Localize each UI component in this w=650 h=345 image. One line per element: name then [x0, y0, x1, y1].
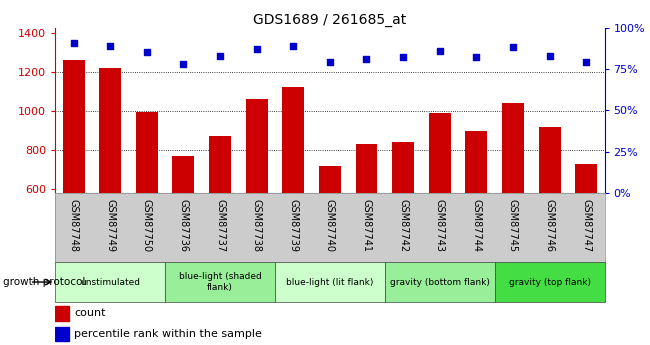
Bar [165, 262, 275, 302]
Point [214, 53, 226, 59]
Text: gravity (bottom flank): gravity (bottom flank) [390, 277, 489, 287]
Point [105, 43, 116, 49]
Point [581, 60, 592, 65]
Text: GSM87743: GSM87743 [435, 199, 445, 252]
Bar [172, 156, 194, 306]
Text: GSM87750: GSM87750 [142, 199, 152, 252]
Point [471, 55, 482, 60]
Point [142, 50, 152, 55]
Text: count: count [75, 308, 106, 318]
Point [545, 53, 555, 59]
Text: GSM87739: GSM87739 [288, 199, 298, 252]
Text: GSM87749: GSM87749 [105, 199, 115, 252]
Bar [385, 262, 495, 302]
Text: gravity (top flank): gravity (top flank) [508, 277, 591, 287]
Text: GSM87736: GSM87736 [178, 199, 188, 252]
Text: unstimulated: unstimulated [80, 277, 140, 287]
Bar [392, 141, 414, 306]
Bar [429, 113, 450, 306]
Text: GSM87740: GSM87740 [325, 199, 335, 252]
Text: GSM87747: GSM87747 [581, 199, 592, 252]
Point [178, 61, 188, 67]
Bar [465, 131, 488, 306]
Bar [246, 99, 268, 306]
Text: GSM87746: GSM87746 [545, 199, 554, 252]
Bar [282, 87, 304, 306]
Point [324, 60, 335, 65]
Point [68, 40, 79, 45]
Point [434, 48, 445, 53]
Text: GSM87737: GSM87737 [215, 199, 225, 252]
Bar [539, 127, 560, 306]
Bar [99, 68, 121, 306]
Bar [319, 166, 341, 306]
Text: GSM87748: GSM87748 [68, 199, 79, 252]
Text: GSM87738: GSM87738 [252, 199, 262, 252]
Bar [209, 136, 231, 306]
Text: GSM87741: GSM87741 [361, 199, 372, 252]
Bar [356, 145, 378, 306]
Text: blue-light (shaded
flank): blue-light (shaded flank) [179, 272, 261, 292]
Text: GSM87742: GSM87742 [398, 199, 408, 252]
Bar [502, 102, 524, 306]
Text: GSM87745: GSM87745 [508, 199, 518, 252]
Bar [575, 164, 597, 306]
Bar [55, 262, 165, 302]
Point [361, 56, 372, 62]
Point [252, 46, 262, 52]
Bar [275, 262, 385, 302]
Title: GDS1689 / 261685_at: GDS1689 / 261685_at [254, 12, 406, 27]
Text: GSM87744: GSM87744 [471, 199, 482, 252]
Point [508, 45, 518, 50]
Text: growth protocol: growth protocol [3, 277, 86, 287]
Bar [62, 60, 84, 306]
Point [398, 55, 408, 60]
Text: blue-light (lit flank): blue-light (lit flank) [286, 277, 374, 287]
Bar [55, 327, 69, 341]
Bar [495, 262, 604, 302]
Bar [136, 112, 158, 306]
Bar [55, 306, 69, 321]
Text: percentile rank within the sample: percentile rank within the sample [75, 329, 263, 339]
Point [288, 43, 298, 49]
